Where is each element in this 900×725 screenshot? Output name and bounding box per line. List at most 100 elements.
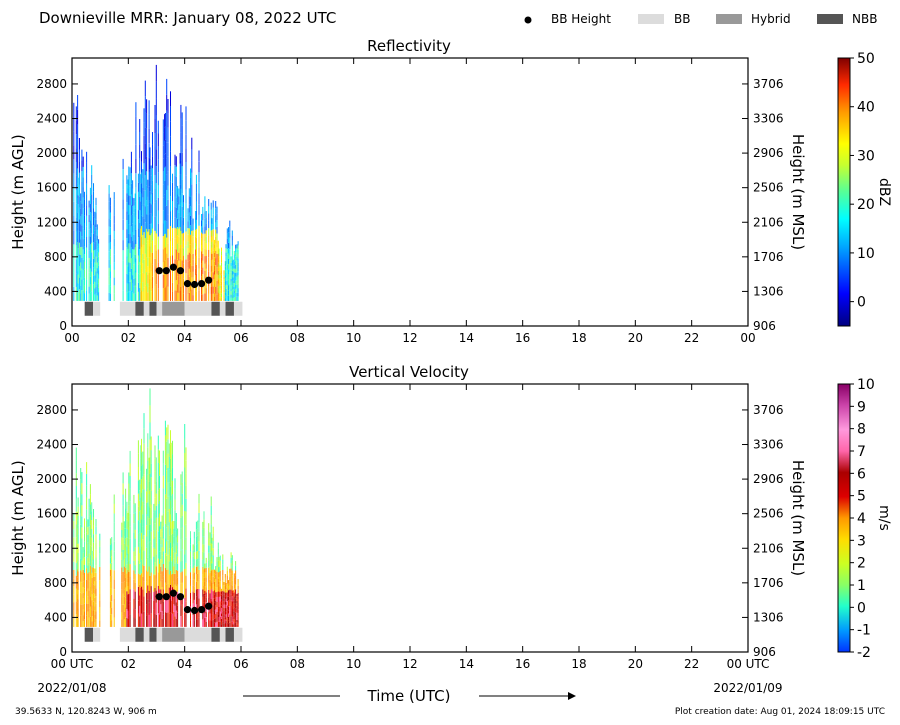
echo-cell [175,177,177,188]
echo-cell [191,265,193,278]
echo-cell [122,189,124,200]
echo-cell [223,614,225,618]
echo-cell [127,196,129,206]
echo-cell [146,581,148,593]
echo-cell [224,585,226,590]
echo-cell [141,492,143,507]
echo-cell [160,589,162,597]
echo-cell [146,243,148,258]
echo-cell [164,114,166,128]
echo-cell [133,212,135,221]
echo-cell [82,575,84,582]
echo-cell [91,621,93,627]
echo-cell [216,294,218,301]
echo-cell [237,241,239,246]
echo-cell [193,559,195,566]
echo-cell [84,223,86,231]
echo-cell [144,206,146,223]
echo-cell [208,538,210,546]
echo-cell [77,543,79,553]
echo-cell [168,535,170,549]
echo-cell [126,274,128,283]
echo-cell [223,287,225,290]
echo-cell [77,608,79,618]
echo-cell [218,274,220,279]
y-tick-label-right: 3306 [753,112,784,126]
echo-cell [84,199,86,208]
echo-cell [142,272,144,283]
echo-cell [162,601,164,615]
echo-cell [91,511,93,521]
echo-cell [143,611,145,627]
echo-cell [167,243,169,258]
echo-cell [223,270,225,273]
echo-cell [190,178,192,188]
echo-cell [174,510,176,521]
echo-cell [155,216,157,234]
echo-cell [135,173,137,188]
echo-cell [111,575,113,583]
echo-cell [198,258,200,269]
echo-cell [232,289,234,293]
x-tick-label: 00 [64,331,79,345]
echo-cell [229,589,231,594]
echo-cell [161,595,163,604]
echo-cell [221,624,223,627]
echo-cell [231,570,233,576]
echo-cell [162,184,164,198]
echo-cell [232,592,234,596]
echo-cell [226,259,228,265]
echo-cell [82,552,84,559]
echo-cell [192,568,194,574]
echo-cell [73,561,75,570]
echo-cell [127,561,129,570]
bb-class-segment-nbb [84,301,94,316]
echo-cell [209,566,211,573]
bb-class-segment-bb [143,301,150,316]
echo-cell [87,580,89,589]
echo-cell [181,493,183,505]
echo-cell [221,616,223,619]
echo-cell [235,248,237,253]
echo-cell [212,293,214,301]
echo-cell [195,551,197,560]
echo-cell [197,551,199,559]
echo-cell [77,177,79,187]
echo-cell [201,238,203,246]
echo-cell [109,256,111,265]
echo-cell [91,165,93,175]
echo-cell [73,529,75,538]
echo-cell [132,292,134,301]
echo-cell [135,102,137,117]
echo-cell [122,260,124,271]
echo-cell [89,504,91,515]
echo-cell [154,161,156,175]
legend-bb-swatch [638,14,664,24]
echo-cell [233,607,235,612]
echo-cell [223,276,225,279]
echo-cell [215,279,217,287]
echo-cell [175,602,177,611]
echo-cell [89,545,91,556]
echo-cell [216,206,218,214]
echo-cell [183,293,185,301]
echo-cell [108,234,110,244]
colorbar-tick-label: 40 [857,100,875,116]
echo-cell [157,275,159,289]
echo-cell [235,612,237,618]
echo-cell [211,607,213,615]
legend-bb-height-label: BB Height [551,12,611,26]
echo-cell [113,262,115,270]
echo-cell [162,119,164,133]
echo-cell [80,285,82,294]
echo-cell [94,294,96,301]
echo-cell [73,569,75,579]
echo-cell [122,472,124,484]
echo-cell [229,568,231,573]
echo-cell [218,256,220,260]
echo-cell [230,595,232,601]
echo-cell [214,618,216,623]
echo-cell [192,271,194,278]
echo-cell [89,276,91,285]
echo-cell [228,603,230,607]
